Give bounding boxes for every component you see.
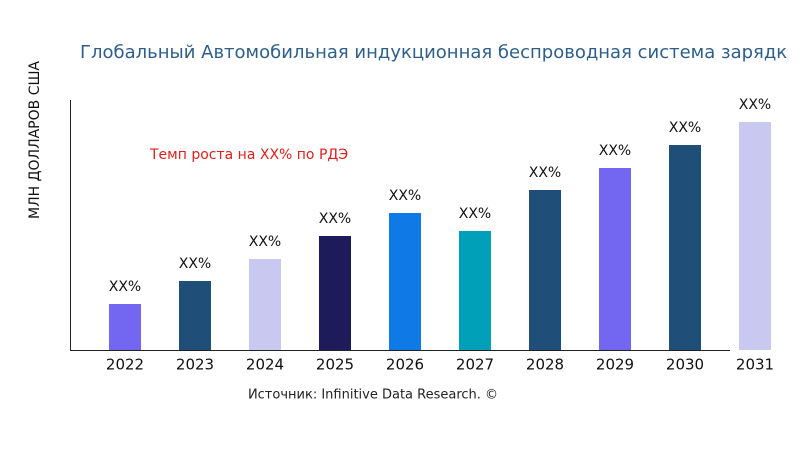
value-label: XX% bbox=[739, 97, 771, 113]
x-tick-label: 2028 bbox=[526, 356, 564, 374]
x-tick-label: 2023 bbox=[176, 356, 214, 374]
bar bbox=[739, 122, 771, 350]
value-label: XX% bbox=[389, 188, 421, 204]
x-tick-label: 2029 bbox=[596, 356, 634, 374]
x-tick-label: 2025 bbox=[316, 356, 354, 374]
value-label: XX% bbox=[459, 206, 491, 222]
x-tick-label: 2030 bbox=[666, 356, 704, 374]
bar bbox=[599, 168, 631, 350]
bar bbox=[109, 304, 141, 350]
value-label: XX% bbox=[599, 143, 631, 159]
x-tick-label: 2031 bbox=[736, 356, 774, 374]
value-label: XX% bbox=[669, 120, 701, 136]
bar bbox=[389, 213, 421, 350]
source: Источник: Infinitive Data Research. © bbox=[248, 388, 498, 403]
value-label: XX% bbox=[249, 234, 281, 250]
x-tick-label: 2026 bbox=[386, 356, 424, 374]
value-label: XX% bbox=[529, 165, 561, 181]
annotation: Темп роста на XX% по РДЭ bbox=[149, 147, 348, 163]
bar bbox=[319, 236, 351, 350]
bar bbox=[529, 190, 561, 350]
x-tick-label: 2024 bbox=[246, 356, 284, 374]
x-tick-label: 2022 bbox=[106, 356, 144, 374]
bar bbox=[249, 259, 281, 350]
chart-title: Глобальный Автомобильная индукционная бе… bbox=[80, 42, 787, 63]
bar bbox=[669, 145, 701, 350]
value-label: XX% bbox=[109, 279, 141, 295]
value-label: XX% bbox=[319, 211, 351, 227]
bar bbox=[459, 231, 491, 350]
value-label: XX% bbox=[179, 256, 211, 272]
x-tick-label: 2027 bbox=[456, 356, 494, 374]
bar bbox=[179, 281, 211, 350]
y-axis-label: МЛН ДОЛЛАРОВ США bbox=[27, 61, 43, 219]
